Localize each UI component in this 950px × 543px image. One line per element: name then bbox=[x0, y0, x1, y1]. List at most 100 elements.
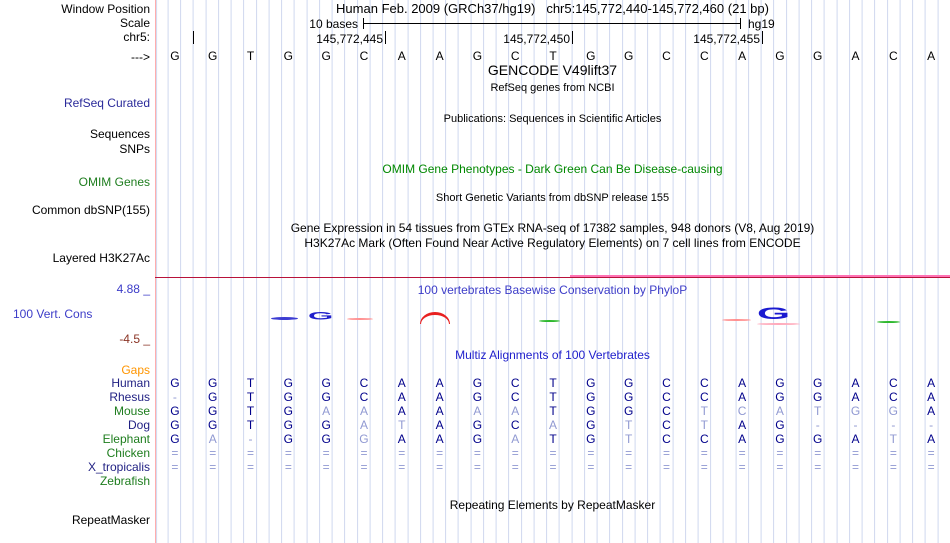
alignment-cell: G bbox=[208, 390, 218, 404]
label-species-dog[interactable]: Dog bbox=[127, 418, 150, 432]
assembly-label: hg19 bbox=[748, 17, 775, 31]
label-species-chicken[interactable]: Chicken bbox=[106, 446, 150, 460]
label-species-rhesus[interactable]: Rhesus bbox=[109, 390, 150, 404]
alignment-cell: C bbox=[510, 418, 520, 432]
alignment-cell: T bbox=[624, 418, 633, 432]
alignment-cell: = bbox=[322, 460, 330, 474]
label-species-zebrafish[interactable]: Zebrafish bbox=[99, 474, 150, 488]
alignment-cell: A bbox=[851, 376, 860, 390]
alignment-cell: A bbox=[775, 404, 784, 418]
phylop-dash-glyph bbox=[722, 319, 751, 321]
alignment-cell: G bbox=[170, 376, 180, 390]
alignment-cell: G bbox=[321, 390, 331, 404]
alignment-cell: G bbox=[283, 418, 294, 432]
base-letter: G bbox=[321, 49, 331, 63]
phylop-dash-glyph bbox=[757, 323, 800, 325]
alignment-cell: = bbox=[511, 460, 519, 474]
label-strand[interactable]: ---> bbox=[131, 50, 150, 64]
phylop-dash-glyph bbox=[877, 321, 900, 323]
phylop-letter-glyph: G bbox=[308, 309, 334, 322]
label-common-dbsnp[interactable]: Common dbSNP(155) bbox=[31, 203, 150, 217]
base-letter: G bbox=[623, 49, 634, 63]
label-scale[interactable]: Scale bbox=[119, 16, 150, 30]
alignment-cell: G bbox=[813, 376, 823, 390]
alignment-cell: G bbox=[775, 432, 785, 446]
alignment-cell: T bbox=[246, 390, 255, 404]
label-snps[interactable]: SNPs bbox=[119, 142, 150, 156]
alignment-cell: G bbox=[472, 376, 483, 390]
alignment-cell: A bbox=[359, 404, 368, 418]
label-species-human[interactable]: Human bbox=[111, 376, 150, 390]
alignment-cell: A bbox=[738, 376, 747, 390]
alignment-cell: = bbox=[398, 460, 406, 474]
alignment-cell: G bbox=[775, 390, 785, 404]
position-tick-label: 145,772,450 bbox=[503, 32, 570, 46]
alignment-cell: A bbox=[435, 432, 444, 446]
track-text-publications: Publications: Sequences in Scientific Ar… bbox=[443, 113, 662, 125]
label-species-mouse[interactable]: Mouse bbox=[113, 404, 150, 418]
alignment-cell: C bbox=[359, 390, 369, 404]
scale-ruler-right-tick bbox=[740, 18, 741, 29]
alignment-cell: G bbox=[888, 404, 899, 418]
alignment-cell: G bbox=[850, 404, 861, 418]
alignment-cell: A bbox=[927, 376, 936, 390]
alignment-cell: G bbox=[208, 376, 218, 390]
alignment-cell: T bbox=[246, 418, 255, 432]
alignment-cell: - bbox=[891, 418, 896, 432]
alignment-cell: G bbox=[813, 390, 823, 404]
label-repeatmasker[interactable]: RepeatMasker bbox=[71, 513, 150, 527]
scale-ruler-line bbox=[363, 23, 740, 24]
alignment-cell: T bbox=[398, 418, 406, 432]
alignment-cell: G bbox=[586, 390, 596, 404]
alignment-cell: T bbox=[246, 376, 255, 390]
alignment-cell: = bbox=[776, 460, 784, 474]
base-letter: G bbox=[208, 49, 218, 63]
alignment-row-chicken: = = = = = = = = = = = = = = = = = = = = = bbox=[156, 447, 950, 460]
alignment-cell: = bbox=[587, 446, 595, 460]
alignment-cell: A bbox=[927, 432, 936, 446]
base-letter: A bbox=[738, 49, 747, 63]
alignment-cell: = bbox=[511, 446, 519, 460]
alignment-cell: G bbox=[170, 432, 180, 446]
alignment-cell: A bbox=[738, 390, 747, 404]
alignment-cell: - bbox=[815, 418, 820, 432]
alignment-cell: G bbox=[283, 390, 294, 404]
label-refseq-curated[interactable]: RefSeq Curated bbox=[63, 96, 150, 110]
label-sequences[interactable]: Sequences bbox=[89, 127, 150, 141]
base-letter: C bbox=[889, 49, 898, 63]
alignment-cell: G bbox=[283, 404, 294, 418]
alignment-cell: A bbox=[397, 376, 406, 390]
label-species-gaps[interactable]: Gaps bbox=[121, 363, 150, 377]
alignment-cell: A bbox=[738, 432, 747, 446]
base-letter: G bbox=[586, 49, 596, 63]
alignment-cell: T bbox=[549, 432, 557, 446]
label-phylop-max[interactable]: 4.88 _ bbox=[116, 282, 150, 296]
window-position-title: Human Feb. 2009 (GRCh37/hg19) chr5:145,7… bbox=[336, 1, 769, 16]
base-letter: A bbox=[435, 49, 444, 63]
label-100-vert-cons[interactable]: 100 Vert. Cons bbox=[13, 307, 93, 321]
alignment-cell: A bbox=[435, 376, 444, 390]
label-window-position[interactable]: Window Position bbox=[61, 2, 150, 16]
alignment-cell: = bbox=[171, 446, 179, 460]
alignment-cell: C bbox=[699, 432, 709, 446]
label-omim-genes[interactable]: OMIM Genes bbox=[78, 175, 150, 189]
label-chrom[interactable]: chr5: bbox=[123, 30, 150, 44]
base-letter: T bbox=[246, 49, 255, 63]
alignment-cell: = bbox=[247, 460, 255, 474]
base-letter: G bbox=[813, 49, 823, 63]
track-area-guidelines bbox=[155, 0, 950, 543]
alignment-cell: G bbox=[586, 418, 596, 432]
label-phylop-min[interactable]: -4.5 _ bbox=[119, 332, 150, 346]
label-layered-h3k27ac[interactable]: Layered H3K27Ac bbox=[52, 251, 150, 265]
alignment-cell: = bbox=[738, 460, 746, 474]
alignment-cell: - bbox=[929, 418, 934, 432]
alignment-cell: = bbox=[171, 460, 179, 474]
alignment-cell: A bbox=[435, 390, 444, 404]
label-species-x_tropicalis[interactable]: X_tropicalis bbox=[87, 460, 150, 474]
label-species-elephant[interactable]: Elephant bbox=[102, 432, 150, 446]
